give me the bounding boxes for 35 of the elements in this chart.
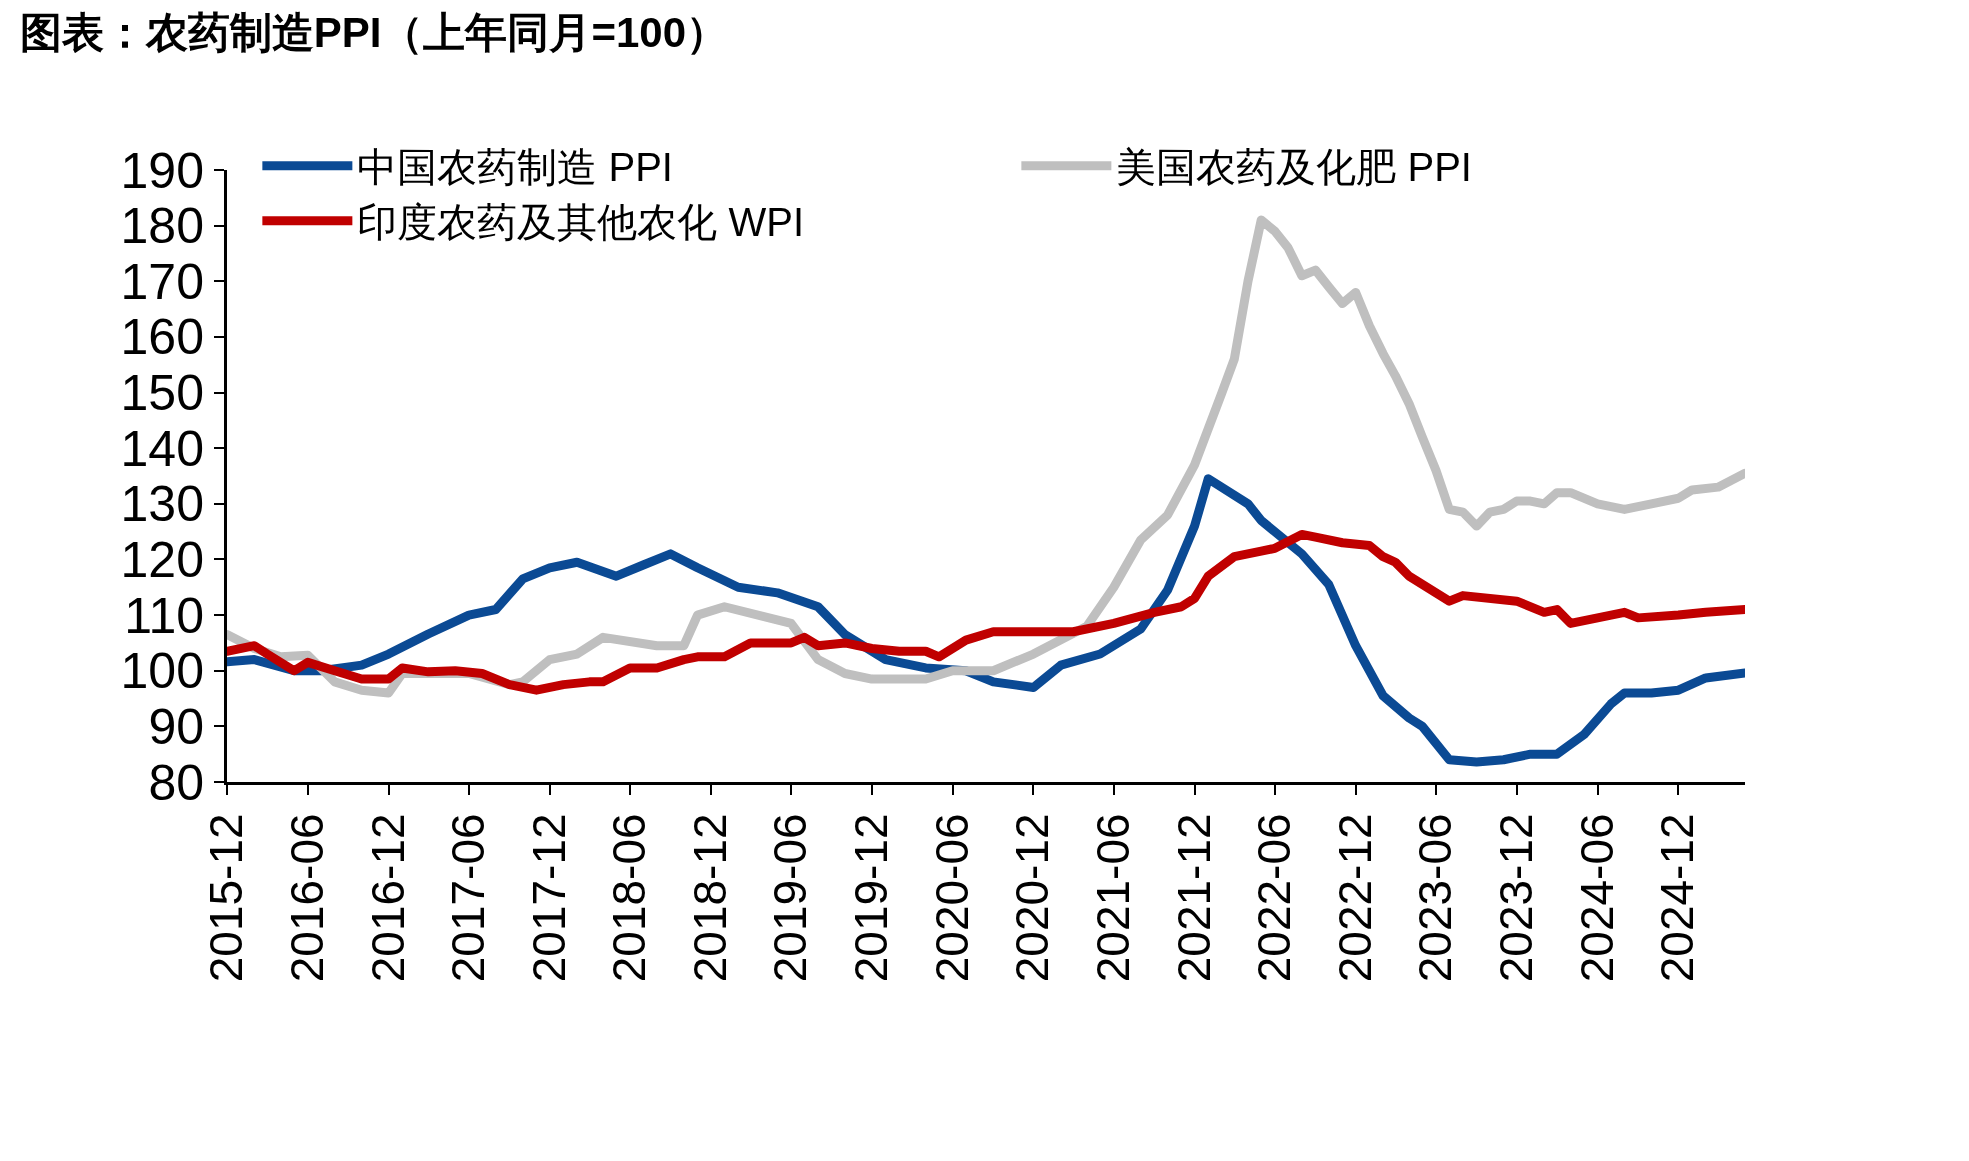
x-tick-label: 2016-12	[361, 813, 414, 983]
y-tick-label: 110	[124, 587, 204, 644]
x-tick-label: 2017-12	[522, 813, 575, 983]
x-tick-label: 2019-12	[844, 813, 897, 983]
y-tick-label: 120	[120, 531, 204, 588]
y-tick-label: 160	[120, 309, 204, 366]
chart-title: 图表：农药制造PPI（上年同月=100）	[19, 8, 728, 56]
x-tick-label: 2017-06	[441, 813, 494, 983]
y-tick-label: 170	[120, 253, 204, 310]
x-tick-label: 2020-12	[1006, 813, 1059, 983]
x-tick-label: 2020-06	[925, 813, 978, 983]
x-tick-label: 2023-12	[1489, 813, 1542, 983]
x-tick-label: 2023-06	[1408, 813, 1461, 983]
x-tick-label: 2019-06	[764, 813, 817, 983]
x-tick-label: 2024-12	[1651, 813, 1704, 983]
legend-label: 美国农药及化肥 PPI	[1116, 145, 1472, 190]
y-tick-label: 100	[120, 643, 204, 700]
x-tick-label: 2021-12	[1167, 813, 1220, 983]
x-tick-label: 2015-12	[199, 813, 252, 983]
x-tick-label: 2022-12	[1328, 813, 1381, 983]
x-tick-label: 2021-06	[1086, 813, 1139, 983]
x-tick-label: 2018-06	[602, 813, 655, 983]
y-tick-label: 190	[120, 142, 204, 199]
y-tick-label: 140	[120, 420, 204, 477]
legend-label: 中国农药制造 PPI	[357, 145, 673, 190]
y-tick-label: 180	[120, 198, 204, 255]
x-tick-label: 2016-06	[280, 813, 333, 983]
y-tick-label: 150	[120, 365, 204, 422]
x-tick-label: 2018-12	[683, 813, 736, 983]
legend-label: 印度农药及其他农化 WPI	[357, 200, 805, 245]
x-tick-label: 2022-06	[1247, 813, 1300, 983]
y-tick-label: 90	[148, 698, 204, 755]
y-tick-label: 80	[148, 754, 204, 811]
x-tick-label: 2024-06	[1570, 813, 1623, 983]
y-tick-label: 130	[120, 476, 204, 533]
